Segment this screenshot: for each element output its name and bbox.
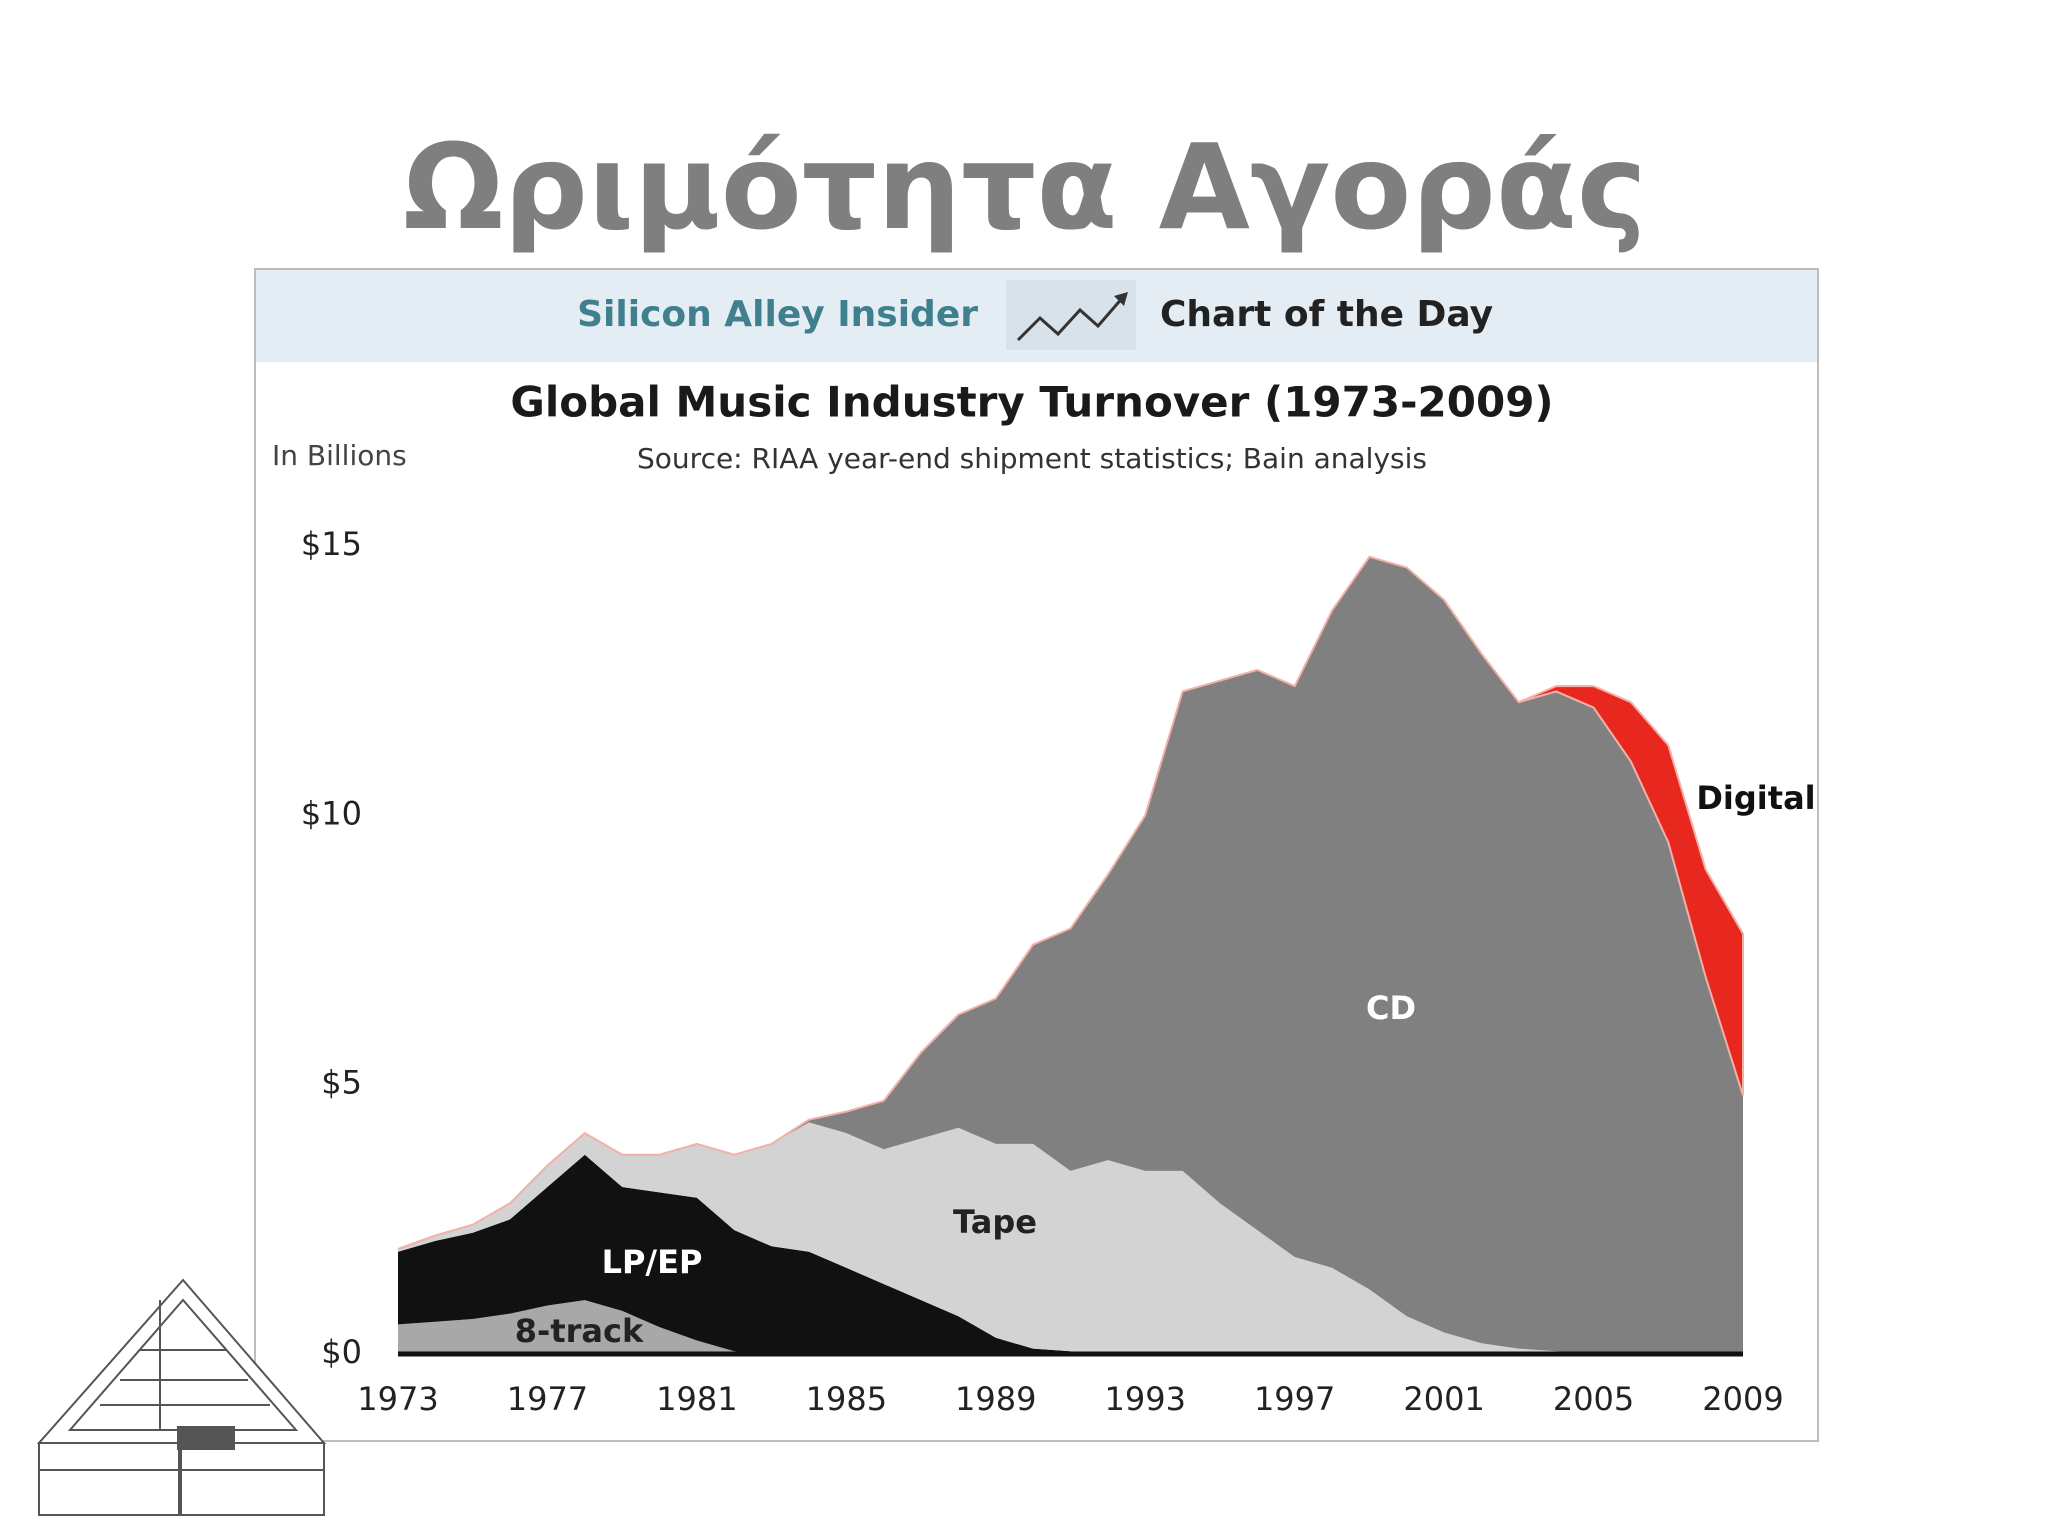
series-label: CD: [1366, 989, 1416, 1027]
header-brand: Silicon Alley Insider: [577, 294, 978, 335]
area: [398, 1122, 1743, 1354]
y-tick-label: $15: [301, 525, 362, 563]
area: [398, 556, 1743, 1354]
area: [398, 1154, 1743, 1354]
x-tick-label: 1981: [656, 1380, 737, 1418]
x-tick-label: 1985: [806, 1380, 887, 1418]
y-tick-label: $5: [321, 1064, 362, 1102]
chart-title: Global Music Industry Turnover (1973-200…: [510, 378, 1553, 427]
series-label: Digital: [1696, 779, 1815, 817]
logo: [36, 1278, 327, 1516]
series-label: Tape: [953, 1203, 1037, 1241]
x-tick-label: 1973: [357, 1380, 438, 1418]
slide-title: Ωριμότητα Αγοράς: [403, 118, 1647, 256]
x-tick-label: 2009: [1702, 1380, 1783, 1418]
y-tick-label: $10: [301, 794, 362, 832]
area: [397, 555, 1744, 1250]
x-tick-label: 1977: [507, 1380, 588, 1418]
header-icon: [1006, 280, 1136, 350]
y-axis-label: In Billions: [272, 439, 407, 472]
series-label: 8-track: [515, 1312, 644, 1350]
x-tick-label: 1993: [1105, 1380, 1186, 1418]
x-tick-label: 1989: [955, 1380, 1036, 1418]
x-tick-label: 1997: [1254, 1380, 1335, 1418]
header-tagline: Chart of the Day: [1160, 294, 1493, 335]
series-label: LP/EP: [602, 1243, 703, 1281]
x-tick-label: 2005: [1553, 1380, 1634, 1418]
x-tick-label: 2001: [1403, 1380, 1484, 1418]
chart-subtitle: Source: RIAA year-end shipment statistic…: [637, 442, 1427, 475]
area: [398, 1300, 1743, 1354]
plot: $0 $5 $10 $15 1973 1977 1981 1985 1989 1993 1997 20…: [301, 525, 1816, 1418]
y-tick-label: $0: [321, 1333, 362, 1371]
